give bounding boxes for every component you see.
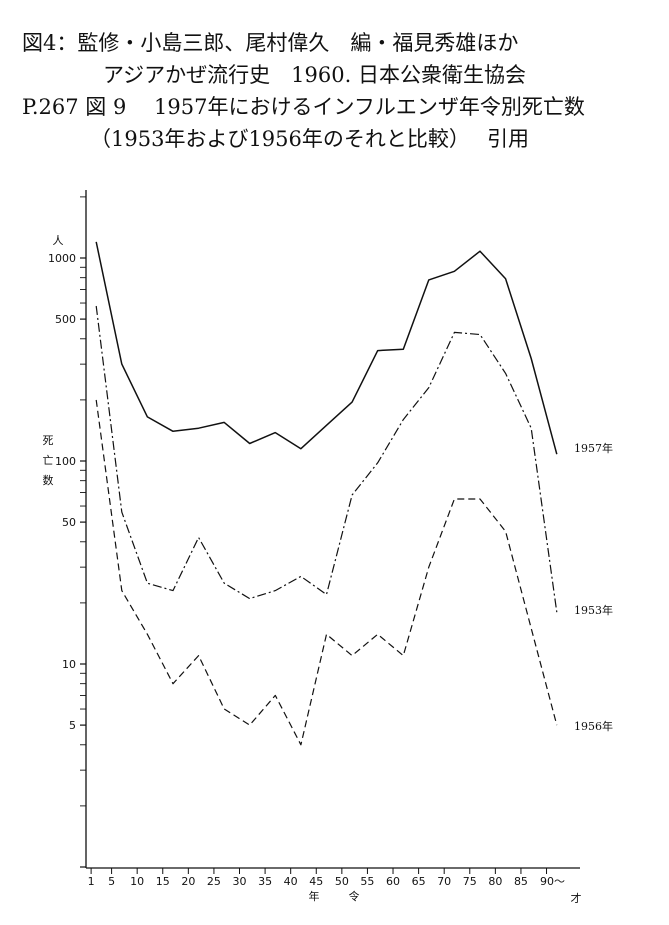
- series-label: 1953年: [574, 603, 613, 617]
- x-tick-label: 25: [207, 875, 221, 888]
- y-tick-label: 5: [69, 719, 76, 732]
- series-line-1957年: [95, 241, 558, 455]
- caption-line-2: アジアかぜ流行史 1960. 日本公衆衛生協会: [103, 63, 526, 87]
- x-tick-labels: 1 5 10 15 20 25 30 35 40 45 50 55 60 65 70 75 80 85 90～: [88, 868, 565, 888]
- x-tick-label: 1: [88, 875, 95, 888]
- y-axis-title-char: 数: [43, 474, 54, 487]
- x-tick-label: 65: [412, 875, 426, 888]
- series-line-1953年: [95, 305, 558, 613]
- y-tick-label: 500: [55, 313, 76, 326]
- chart-axes: [85, 190, 580, 869]
- x-tick-label: 90～: [540, 875, 565, 888]
- x-tick-label: 60: [386, 875, 400, 888]
- x-tick-label: 55: [360, 875, 374, 888]
- series-line-1956年: [95, 399, 558, 746]
- x-tick-label: 40: [284, 875, 298, 888]
- series-labels: 1957年 1953年 1956年: [574, 441, 613, 733]
- series-lines: [95, 241, 558, 746]
- x-tick-label: 15: [156, 875, 170, 888]
- x-tick-label: 35: [258, 875, 272, 888]
- caption-line-4: （1953年および1956年のそれと比較） 引用: [90, 127, 530, 151]
- series-label: 1957年: [574, 441, 613, 455]
- series-label: 1956年: [574, 719, 613, 733]
- x-tick-label: 45: [309, 875, 323, 888]
- caption-line-3: P.267 図 9 1957年におけるインフルエンザ年令別死亡数: [22, 95, 585, 119]
- x-tick-label: 70: [437, 875, 451, 888]
- y-tick-label: 50: [62, 516, 76, 529]
- y-axis-title: 死亡数: [43, 434, 54, 487]
- x-tick-label: 75: [463, 875, 477, 888]
- x-tick-label: 30: [233, 875, 247, 888]
- y-tick-label: 1000: [48, 252, 76, 265]
- y-axis-title-char: 死: [43, 434, 54, 447]
- x-tick-label: 5: [108, 875, 115, 888]
- caption-line-1: 図4：監修・小島三郎、尾村偉久 編・福見秀雄ほか: [22, 31, 519, 55]
- y-minor-ticks: [80, 196, 86, 868]
- x-axis-title-char: 年: [309, 889, 320, 903]
- x-tick-label: 80: [488, 875, 502, 888]
- x-tick-label: 20: [181, 875, 195, 888]
- x-tick-label: 50: [335, 875, 349, 888]
- y-tick-label: 100: [55, 455, 76, 468]
- y-unit-label: 人: [53, 234, 64, 247]
- x-tick-label: 85: [514, 875, 528, 888]
- x-axis-title: 年令: [309, 889, 360, 903]
- x-tick-label: 10: [130, 875, 144, 888]
- y-axis-title-char: 亡: [43, 453, 54, 467]
- x-axis-title-char: 令: [349, 889, 360, 903]
- y-tick-labels: 1000 500 100 50 10 5: [48, 252, 76, 732]
- x-unit-label: 才: [571, 891, 582, 905]
- y-tick-label: 10: [62, 658, 76, 671]
